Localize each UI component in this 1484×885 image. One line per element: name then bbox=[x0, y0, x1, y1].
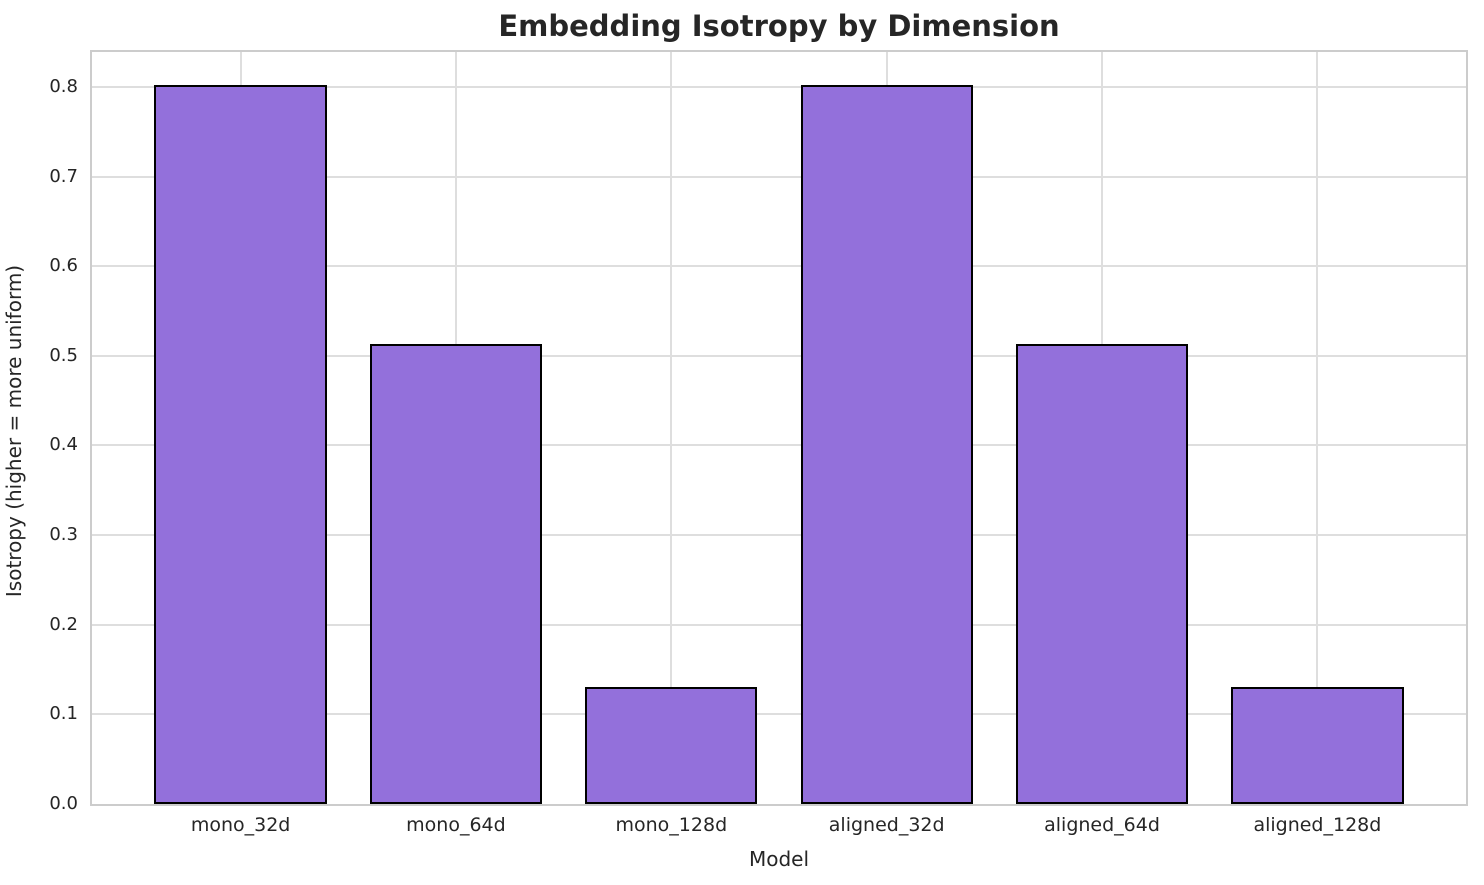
y-gridline bbox=[92, 175, 1466, 178]
y-tick-label: 0.0 bbox=[49, 793, 78, 814]
y-gridline bbox=[92, 623, 1466, 626]
y-tick-label: 0.2 bbox=[49, 613, 78, 635]
y-gridline bbox=[92, 534, 1466, 537]
bar-aligned_32d bbox=[800, 85, 973, 804]
bar-mono_64d bbox=[369, 344, 543, 804]
x-axis-label: Model bbox=[748, 847, 810, 871]
y-gridline bbox=[92, 265, 1466, 268]
bar-mono_32d bbox=[154, 85, 327, 804]
bar-mono_128d bbox=[585, 686, 758, 804]
y-tick-label: 0.6 bbox=[49, 255, 78, 277]
y-tick-label: 0.7 bbox=[49, 165, 78, 187]
bar-aligned_64d bbox=[1015, 344, 1189, 804]
plot-area bbox=[90, 50, 1468, 806]
x-tick-label: mono_32d bbox=[190, 814, 291, 836]
x-tick-label: aligned_128d bbox=[1253, 814, 1382, 836]
x-tick-label: mono_128d bbox=[615, 814, 728, 836]
y-gridline bbox=[92, 713, 1466, 716]
y-gridline bbox=[92, 85, 1466, 88]
y-tick-label: 0.8 bbox=[49, 75, 78, 97]
chart-title: Embedding Isotropy by Dimension bbox=[498, 9, 1060, 43]
y-tick-label: 0.1 bbox=[49, 703, 78, 725]
y-tick-label: 0.4 bbox=[49, 434, 78, 456]
x-tick-label: mono_64d bbox=[406, 814, 506, 836]
x-gridline bbox=[1316, 52, 1319, 804]
y-tick-label: 0.5 bbox=[49, 344, 78, 366]
y-gridline bbox=[92, 444, 1466, 447]
y-tick-label: 0.3 bbox=[49, 524, 78, 546]
bar-aligned_128d bbox=[1231, 686, 1404, 804]
y-gridline bbox=[92, 354, 1466, 357]
x-tick-label: aligned_64d bbox=[1044, 814, 1160, 836]
y-axis-label: Isotropy (higher = more uniform) bbox=[2, 264, 26, 598]
x-tick-label: aligned_32d bbox=[828, 814, 945, 836]
x-gridline bbox=[670, 52, 673, 804]
